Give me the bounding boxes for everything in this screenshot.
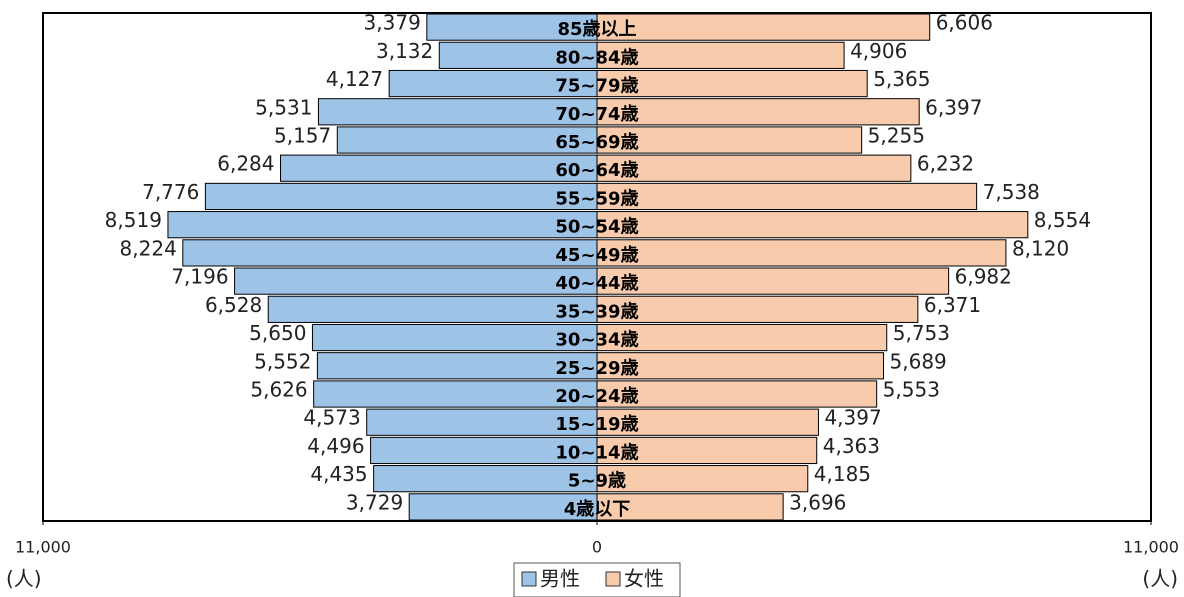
bar xyxy=(596,41,845,69)
legend-label: 女性 xyxy=(624,567,664,591)
value-label: 5,753 xyxy=(893,321,950,345)
bar xyxy=(311,323,598,352)
value-label: 4,906 xyxy=(850,39,907,63)
bar xyxy=(596,295,919,323)
value-label: 5,650 xyxy=(249,321,306,345)
legend-swatch xyxy=(605,571,621,587)
bar xyxy=(388,69,598,98)
category-label: 25~29歳 xyxy=(555,358,638,379)
bar xyxy=(596,352,885,380)
bar xyxy=(596,323,888,352)
category-label: 10~14歳 xyxy=(555,442,638,463)
value-label: 8,224 xyxy=(120,236,177,260)
value-label: 6,371 xyxy=(924,293,981,317)
bar xyxy=(596,493,784,521)
value-label: 4,363 xyxy=(823,434,880,458)
value-label: 6,397 xyxy=(925,95,982,119)
x-tick-label: 11,000 xyxy=(15,538,71,557)
value-label: 4,573 xyxy=(303,406,360,430)
value-label: 7,776 xyxy=(142,180,199,204)
category-label: 55~59歳 xyxy=(555,188,638,209)
value-label: 4,127 xyxy=(326,67,383,91)
value-label: 6,284 xyxy=(217,152,274,176)
value-label: 5,255 xyxy=(868,124,925,148)
value-label: 7,538 xyxy=(983,180,1040,204)
bar xyxy=(596,408,819,436)
value-label: 8,120 xyxy=(1012,236,1069,260)
legend-label: 男性 xyxy=(540,567,580,591)
bar xyxy=(596,13,931,41)
category-label: 50~54歳 xyxy=(555,217,638,238)
bar xyxy=(596,267,950,295)
bar xyxy=(596,436,818,465)
value-label: 8,554 xyxy=(1034,208,1091,232)
category-label: 20~24歳 xyxy=(555,386,638,407)
x-tick-label: 11,000 xyxy=(1123,538,1179,557)
bar xyxy=(596,126,863,154)
category-label: 40~44歳 xyxy=(555,273,638,294)
value-label: 6,528 xyxy=(205,293,262,317)
value-label: 5,552 xyxy=(254,349,311,373)
bar xyxy=(426,13,598,41)
bar xyxy=(596,239,1007,267)
bar xyxy=(596,211,1029,239)
unit-label-right: (人) xyxy=(1142,567,1178,591)
category-label: 75~79歳 xyxy=(555,76,638,97)
value-label: 6,232 xyxy=(917,152,974,176)
x-tick-label: 0 xyxy=(592,538,602,557)
category-label: 80~84歳 xyxy=(555,47,638,68)
category-label: 70~74歳 xyxy=(555,104,638,125)
value-label: 5,365 xyxy=(873,67,930,91)
value-label: 5,553 xyxy=(883,378,940,402)
value-label: 5,531 xyxy=(255,95,312,119)
bar xyxy=(267,295,598,323)
value-label: 3,132 xyxy=(376,39,433,63)
bar xyxy=(596,380,878,408)
bar xyxy=(596,465,809,493)
value-label: 4,435 xyxy=(310,462,367,486)
bar xyxy=(596,69,868,98)
bar xyxy=(313,380,598,408)
value-label: 3,379 xyxy=(364,11,421,35)
bar xyxy=(596,154,912,182)
value-label: 6,606 xyxy=(936,11,993,35)
category-label: 65~69歳 xyxy=(555,132,638,153)
value-label: 8,519 xyxy=(105,208,162,232)
bar xyxy=(316,352,598,380)
value-label: 4,496 xyxy=(307,434,364,458)
legend-swatch xyxy=(521,571,537,587)
value-label: 5,689 xyxy=(890,349,947,373)
category-label: 85歳以上 xyxy=(557,19,636,40)
value-label: 5,626 xyxy=(250,378,307,402)
bar xyxy=(596,98,920,126)
category-label: 15~19歳 xyxy=(555,414,638,435)
bar xyxy=(370,436,598,465)
category-label: 5~9歳 xyxy=(568,471,626,492)
bar xyxy=(167,211,598,239)
category-label: 4歳以下 xyxy=(564,499,631,520)
bar xyxy=(317,98,598,126)
legend-frame xyxy=(513,562,681,597)
value-label: 3,696 xyxy=(789,490,846,514)
bar xyxy=(280,154,598,182)
bar xyxy=(234,267,598,295)
category-label: 35~39歳 xyxy=(555,301,638,322)
bar xyxy=(366,408,598,436)
bar xyxy=(204,182,598,211)
bar xyxy=(596,182,978,211)
category-label: 60~64歳 xyxy=(555,160,638,181)
value-label: 7,196 xyxy=(171,265,228,289)
unit-label-left: (人) xyxy=(6,567,42,591)
value-label: 3,729 xyxy=(346,490,403,514)
value-label: 5,157 xyxy=(274,124,331,148)
category-label: 45~49歳 xyxy=(555,245,638,266)
value-label: 6,982 xyxy=(955,265,1012,289)
bar xyxy=(182,239,598,267)
value-label: 4,185 xyxy=(814,462,871,486)
category-label: 30~34歳 xyxy=(555,330,638,351)
bar xyxy=(373,465,598,493)
value-label: 4,397 xyxy=(824,406,881,430)
